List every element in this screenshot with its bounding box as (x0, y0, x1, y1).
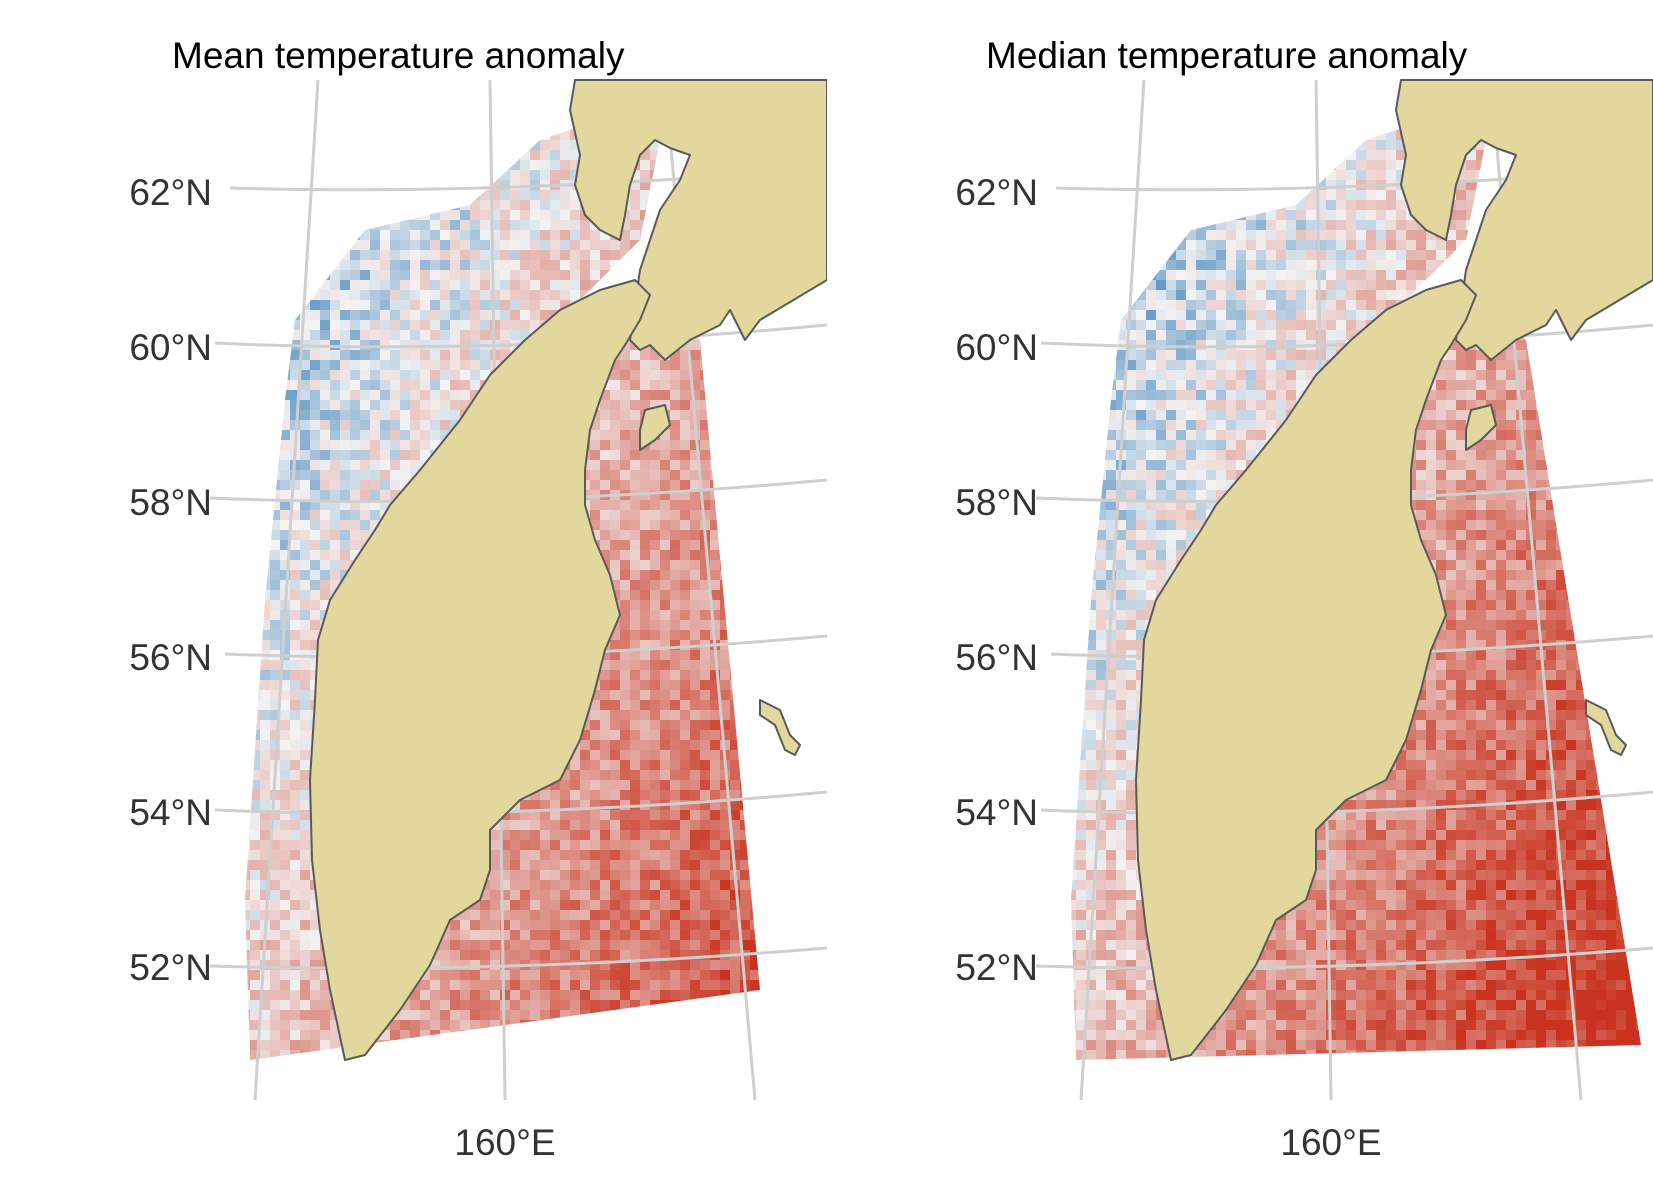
panel-title: Mean temperature anomaly (172, 35, 625, 76)
lat-label-58: 58°N (955, 482, 1038, 523)
kamchatka-peninsula (1135, 279, 1477, 1061)
lat-label-56: 56°N (129, 637, 212, 678)
lat-label-52: 52°N (129, 947, 212, 988)
kamchatka-peninsula (309, 279, 651, 1061)
lat-label-54: 54°N (955, 792, 1038, 833)
map-panel-median: Median temperature anomaly 62°N 60°N 58°… (826, 0, 1653, 1181)
lon-label-160: 160°E (454, 1122, 555, 1163)
karaginsky-island (1585, 699, 1627, 756)
ozernoy-peninsula (639, 404, 671, 451)
lon-label-160: 160°E (1280, 1122, 1381, 1163)
land (1135, 79, 1653, 1061)
mainland-north (1395, 79, 1653, 361)
lat-label-54: 54°N (129, 792, 212, 833)
land (309, 79, 827, 1061)
lat-label-60: 60°N (129, 327, 212, 368)
lat-label-58: 58°N (129, 482, 212, 523)
ozernoy-peninsula (1465, 404, 1497, 451)
panel-title: Median temperature anomaly (986, 35, 1468, 76)
karaginsky-island (759, 699, 801, 756)
lat-label-62: 62°N (955, 172, 1038, 213)
lat-label-62: 62°N (129, 172, 212, 213)
lat-label-56: 56°N (955, 637, 1038, 678)
lat-label-52: 52°N (955, 947, 1038, 988)
map-svg-median: Median temperature anomaly 62°N 60°N 58°… (955, 35, 1653, 1163)
mainland-north (569, 79, 827, 361)
map-svg-mean: Mean temperature anomaly 62°N 60°N 58°N … (129, 35, 827, 1163)
lat-label-60: 60°N (955, 327, 1038, 368)
map-panel-mean: Mean temperature anomaly 62°N 60°N 58°N … (129, 35, 827, 1163)
